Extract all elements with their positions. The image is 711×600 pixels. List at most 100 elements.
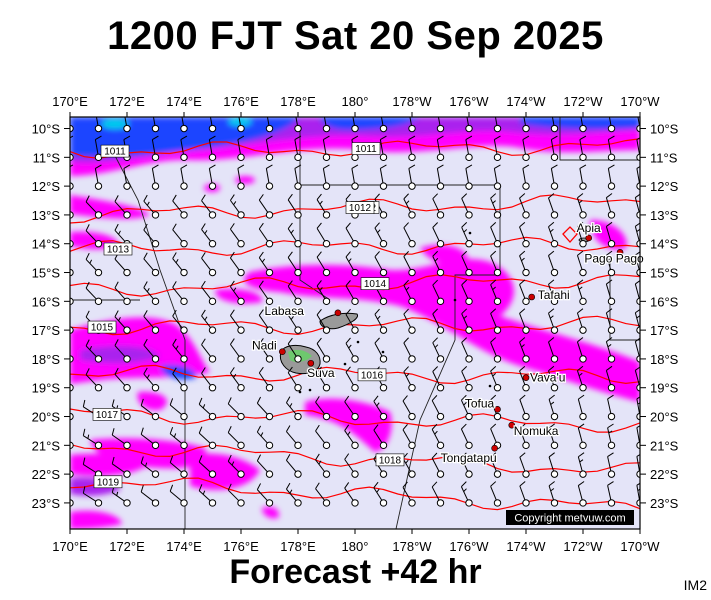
wind-barb [519, 394, 530, 421]
wind-barb [374, 222, 388, 248]
lon-label-top: 172°W [563, 94, 603, 109]
wind-barb [169, 427, 188, 450]
lon-label-top: 172°E [109, 94, 145, 109]
wind-barb [607, 117, 616, 133]
longitude-labels-top: 170°E 172°E 174°E 176°E 178°E 180° 178°W 176°W 1… [52, 94, 660, 109]
wind-barb [490, 250, 502, 277]
lat-label-left: 16°S [32, 294, 61, 309]
wind-barb [605, 337, 616, 363]
wind-barb [548, 250, 559, 277]
place-nomuka: Nomuka [508, 421, 560, 439]
lat-label-left: 22°S [32, 467, 61, 482]
city-marker [491, 444, 498, 452]
isobar-label-1011: 1011 [351, 142, 381, 155]
wind-barb [465, 164, 473, 190]
lat-label-left: 12°S [32, 179, 61, 194]
wind-barb [345, 308, 359, 334]
wind-barb [408, 164, 416, 190]
wind-barb [201, 252, 217, 277]
wind-barb [461, 366, 473, 392]
lat-label-right: 14°S [650, 237, 679, 252]
wind-barb [351, 164, 359, 190]
lon-label-bottom: 178°E [280, 539, 316, 554]
wind-barb [432, 337, 445, 363]
wind-barb [431, 395, 445, 421]
wind-barb [151, 117, 160, 133]
wind-barb [490, 308, 502, 334]
wind-barb [548, 308, 559, 334]
wind-barb [493, 135, 502, 162]
wind-barb [315, 396, 331, 421]
wind-barb [227, 426, 245, 450]
isobar-label-1015: 1015 [87, 320, 117, 334]
wind-barb [198, 484, 217, 507]
wind-barb [256, 396, 274, 421]
wind-barb [576, 365, 587, 392]
wind-barb [431, 481, 445, 507]
wind-barb [143, 252, 160, 277]
wind-barb [576, 193, 587, 219]
wind-barb [114, 367, 131, 392]
wind-barb [82, 428, 103, 450]
lon-label-top: 176°W [449, 94, 489, 109]
isobar-label-text: 1012 [349, 203, 372, 214]
wind-barb [548, 365, 559, 392]
wind-barb [431, 423, 445, 450]
wind-barb [374, 308, 388, 334]
wind-barb [230, 223, 245, 248]
wind-barb [634, 308, 640, 334]
wind-barb [258, 366, 274, 392]
wind-barb [287, 251, 302, 277]
wind-barb [345, 251, 359, 277]
wind-barb [605, 279, 616, 306]
wind-barb [605, 308, 616, 334]
wind-barb [143, 310, 160, 334]
wind-barb [198, 455, 217, 478]
boundary-line [299, 130, 501, 529]
wind-barb [579, 135, 587, 162]
wind-barb [258, 338, 274, 363]
wind-barb [490, 337, 502, 363]
wind-barb [373, 453, 388, 478]
wind-barb [379, 117, 388, 133]
wind-barb [111, 428, 131, 450]
place-vava-u: Vava'u [522, 369, 567, 386]
lon-label-bottom: 170°E [52, 539, 88, 554]
wind-barb [315, 424, 331, 450]
wind-barb [408, 135, 416, 162]
wind-barb [403, 193, 416, 219]
city-marker [522, 374, 530, 381]
wind-barb [258, 251, 274, 277]
place-labels: Apia Pago Pago Tafahi Labasa Nadi Suva Vava'u T… [251, 220, 646, 467]
wind-barb [461, 193, 473, 219]
wind-barb [201, 223, 217, 248]
wind-barb [201, 338, 217, 363]
wind-barb [285, 482, 302, 507]
wind-barb [294, 135, 302, 162]
wind-barb [374, 337, 388, 363]
latitude-labels-left: 10°S 11°S 12°S 13°S 14°S 15°S 16°S 17°S 18°S 19°S… [32, 122, 61, 511]
wind-barb [402, 481, 416, 507]
wind-barb [287, 366, 302, 392]
wind-barb [85, 339, 103, 363]
wind-barb [548, 279, 559, 306]
wind-barb [172, 338, 188, 363]
wind-barb [345, 280, 359, 306]
wind-barb [465, 135, 473, 162]
isobar-1016 [70, 364, 640, 385]
wind-barb [579, 117, 587, 133]
wind-barb [403, 279, 416, 306]
city-marker [616, 249, 624, 256]
wind-barb [316, 280, 331, 306]
lat-label-left: 14°S [32, 237, 61, 252]
wind-barb [460, 452, 473, 478]
lat-label-left: 21°S [32, 438, 61, 453]
lat-label-right: 20°S [650, 410, 679, 425]
wind-barb [94, 135, 103, 162]
wind-barb [258, 309, 274, 334]
place-name: Tafahi [538, 288, 570, 302]
isobar-label-text: 1018 [379, 455, 402, 466]
wind-barb [85, 224, 103, 248]
isobar-1019 [70, 477, 640, 511]
city-marker [279, 348, 286, 356]
